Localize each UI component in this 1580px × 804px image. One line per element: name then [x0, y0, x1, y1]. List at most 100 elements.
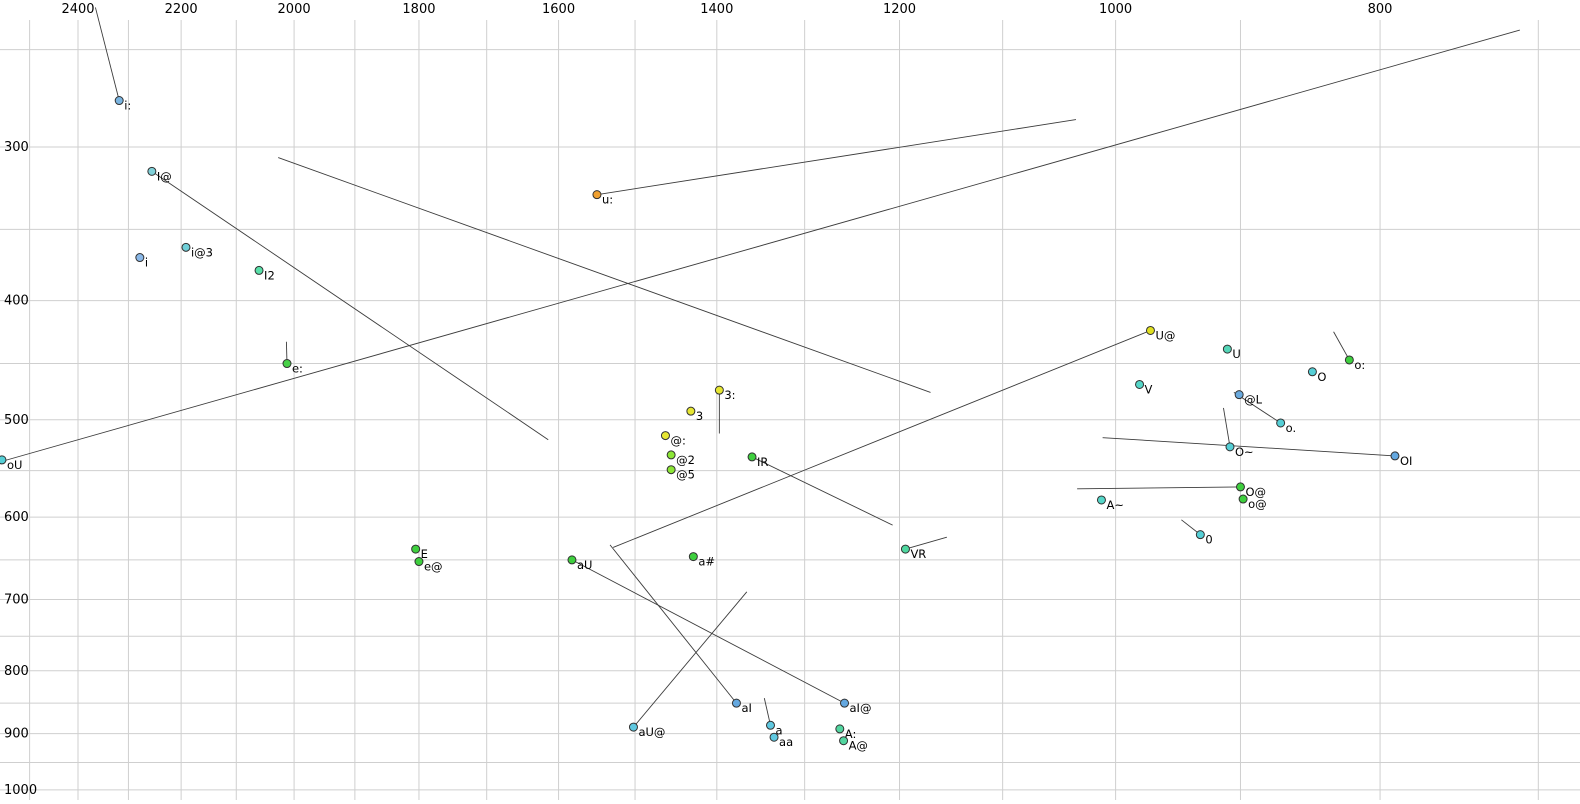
- vowel-point[interactable]: [147, 166, 157, 176]
- x-axis-tick-label: 800: [1368, 2, 1393, 17]
- x-axis-tick-label: 2200: [165, 2, 198, 17]
- vowel-point[interactable]: [1222, 344, 1232, 354]
- vowel-point-label: aa: [779, 735, 793, 749]
- vowel-point-label: A@: [849, 739, 868, 753]
- vowel-point-label: U: [1232, 347, 1240, 361]
- vowel-point-label: E: [421, 547, 428, 561]
- vowel-point[interactable]: [0, 455, 7, 465]
- vowel-point[interactable]: [1234, 390, 1244, 400]
- y-axis-tick-label: 600: [4, 510, 29, 525]
- vowel-point[interactable]: [835, 724, 845, 734]
- vowel-point[interactable]: [731, 698, 741, 708]
- x-axis-tick-label: 1200: [883, 2, 916, 17]
- vowel-point-label: OI: [1400, 454, 1412, 468]
- vowel-point[interactable]: [1235, 482, 1245, 492]
- vowel-point-label: i:: [124, 99, 131, 113]
- x-axis-tick-label: 2000: [278, 2, 311, 17]
- y-axis-tick-label: 300: [4, 140, 29, 155]
- vowel-point[interactable]: [181, 242, 191, 252]
- vowel-point-label: O~: [1235, 445, 1254, 459]
- vowel-point[interactable]: [765, 720, 775, 730]
- trajectory-line: [905, 536, 947, 550]
- vowel-point[interactable]: [414, 557, 424, 567]
- y-axis-tick-label: 1000: [4, 783, 37, 798]
- vowel-point-label: i@3: [191, 245, 213, 259]
- vowel-point-label: IR: [757, 455, 768, 469]
- vowel-point-label: a: [775, 723, 782, 737]
- vowel-point-label: aI: [741, 701, 751, 715]
- vowel-point[interactable]: [688, 552, 698, 562]
- x-axis-tick-label: 1600: [542, 2, 575, 17]
- vowel-point-label: aI@: [850, 701, 872, 715]
- vowel-point-label: aU: [577, 558, 592, 572]
- vowel-point[interactable]: [1390, 451, 1400, 461]
- vowel-point-label: @L: [1244, 393, 1263, 407]
- vowel-point-label: O: [1317, 370, 1326, 384]
- trajectory-line: [0, 29, 1520, 463]
- vowel-point-label: U@: [1155, 328, 1175, 342]
- vowel-point-label: o.: [1286, 421, 1297, 435]
- vowel-point[interactable]: [1276, 418, 1286, 428]
- vowel-point[interactable]: [114, 96, 124, 106]
- trajectory-line: [1077, 486, 1241, 490]
- x-axis-tick-label: 1400: [700, 2, 733, 17]
- y-axis-tick-label: 700: [4, 592, 29, 607]
- vowel-point-label: aU@: [638, 725, 665, 739]
- trajectory-line: [596, 119, 1077, 196]
- vowel-point-label: I2: [264, 268, 275, 282]
- trajectory-line: [571, 559, 845, 704]
- vowel-point[interactable]: [666, 465, 676, 475]
- trajectory-line: [751, 456, 893, 526]
- vowel-point-label: o:: [1354, 358, 1365, 372]
- trajectory-line: [612, 330, 1151, 548]
- vowel-point-label: A:: [845, 727, 857, 741]
- vowel-point[interactable]: [628, 722, 638, 732]
- trajectory-line: [278, 157, 931, 393]
- vowel-point[interactable]: [660, 431, 670, 441]
- vowel-point[interactable]: [900, 544, 910, 554]
- vowel-point[interactable]: [1145, 325, 1155, 335]
- vowel-point[interactable]: [1195, 530, 1205, 540]
- vowel-point-label: 0: [1205, 533, 1212, 547]
- trajectory-line: [1333, 331, 1350, 361]
- vowel-point[interactable]: [666, 450, 676, 460]
- y-axis-tick-label: 800: [4, 664, 29, 679]
- vowel-point[interactable]: [254, 265, 264, 275]
- vowel-point[interactable]: [135, 253, 145, 263]
- y-axis-tick-label: 900: [4, 727, 29, 742]
- vowel-point[interactable]: [567, 555, 577, 565]
- vowel-point-label: 3:: [724, 388, 735, 402]
- vowel-point[interactable]: [747, 452, 757, 462]
- vowel-point[interactable]: [1238, 494, 1248, 504]
- y-axis-tick-label: 400: [4, 294, 29, 309]
- vowel-point-label: oU: [7, 458, 22, 472]
- vowel-point-label: @:: [670, 434, 685, 448]
- vowel-point[interactable]: [840, 698, 850, 708]
- vowel-point[interactable]: [1307, 367, 1317, 377]
- vowel-point[interactable]: [1135, 379, 1145, 389]
- vowel-point[interactable]: [714, 385, 724, 395]
- trajectory-line: [1102, 437, 1396, 457]
- vowel-point-label: @5: [676, 468, 695, 482]
- vowel-point[interactable]: [686, 406, 696, 416]
- vowel-point[interactable]: [1225, 442, 1235, 452]
- vowel-point-label: a#: [698, 555, 715, 569]
- vowel-point[interactable]: [1344, 355, 1354, 365]
- vowel-point-label: o@: [1248, 497, 1267, 511]
- trajectory-line: [1223, 407, 1231, 447]
- vowel-point-label: i: [145, 256, 148, 270]
- vowel-point-label: @2: [676, 453, 695, 467]
- vowel-point-label: A~: [1106, 498, 1124, 512]
- trajectory-line: [94, 7, 120, 101]
- vowel-point[interactable]: [282, 359, 292, 369]
- vowel-point[interactable]: [839, 736, 849, 746]
- vowel-point[interactable]: [769, 732, 779, 742]
- y-axis-tick-label: 500: [4, 413, 29, 428]
- vowel-point-label: O@: [1245, 485, 1266, 499]
- vowel-point[interactable]: [411, 544, 421, 554]
- vowel-point-label: I@: [157, 169, 172, 183]
- vowel-point[interactable]: [1096, 495, 1106, 505]
- vowel-point[interactable]: [592, 190, 602, 200]
